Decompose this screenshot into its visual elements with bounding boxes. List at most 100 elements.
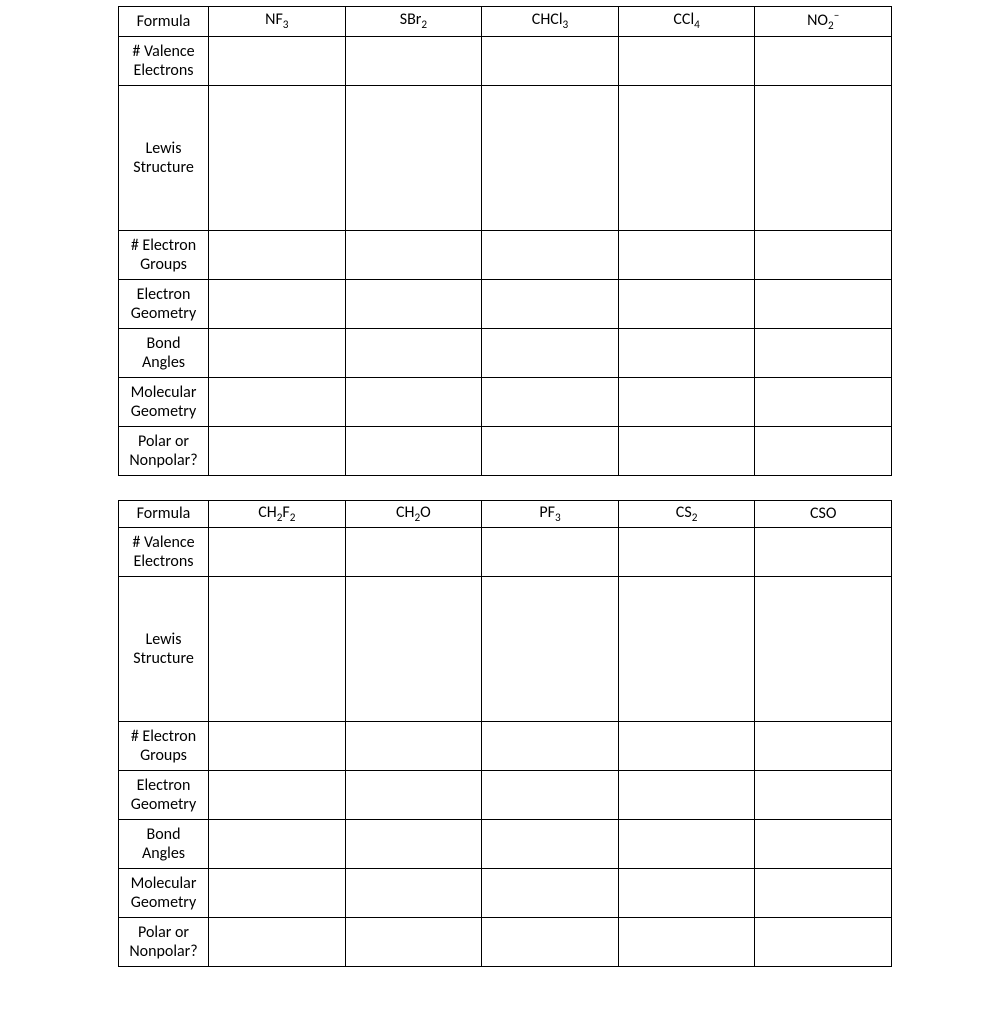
empty-cell xyxy=(755,36,892,85)
empty-cell xyxy=(209,770,346,819)
empty-cell xyxy=(755,85,892,230)
row-polar: Polar orNonpolar? xyxy=(119,426,892,475)
empty-cell xyxy=(345,85,482,230)
rowlabel-egroups: # ElectronGroups xyxy=(119,230,209,279)
rowlabel-mgeom: MolecularGeometry xyxy=(119,868,209,917)
empty-cell xyxy=(755,917,892,966)
rowlabel-lewis: LewisStructure xyxy=(119,85,209,230)
empty-cell xyxy=(482,917,619,966)
row-formula: Formula CH2F2 CH2O PF3 CS2 CSO xyxy=(119,500,892,527)
empty-cell xyxy=(618,770,755,819)
empty-cell xyxy=(618,328,755,377)
empty-cell xyxy=(209,85,346,230)
empty-cell xyxy=(618,819,755,868)
row-valence: # ValenceElectrons xyxy=(119,527,892,576)
molecule-table-1: Formula NF3 SBr2 CHCl3 CCl4 NO2– # Valen… xyxy=(118,6,892,476)
row-mgeom: MolecularGeometry xyxy=(119,868,892,917)
empty-cell xyxy=(618,917,755,966)
empty-cell xyxy=(618,527,755,576)
empty-cell xyxy=(482,770,619,819)
row-formula: Formula NF3 SBr2 CHCl3 CCl4 NO2– xyxy=(119,7,892,37)
empty-cell xyxy=(345,576,482,721)
rowlabel-egeom: ElectronGeometry xyxy=(119,770,209,819)
rowlabel-polar: Polar orNonpolar? xyxy=(119,917,209,966)
formula-cell-4: CSO xyxy=(755,500,892,527)
formula-cell-3: CS2 xyxy=(618,500,755,527)
empty-cell xyxy=(755,576,892,721)
empty-cell xyxy=(209,230,346,279)
empty-cell xyxy=(618,279,755,328)
empty-cell xyxy=(482,230,619,279)
empty-cell xyxy=(618,230,755,279)
row-egeom: ElectronGeometry xyxy=(119,770,892,819)
empty-cell xyxy=(482,721,619,770)
rowlabel-angles: BondAngles xyxy=(119,328,209,377)
empty-cell xyxy=(345,426,482,475)
empty-cell xyxy=(482,527,619,576)
rowlabel-polar: Polar orNonpolar? xyxy=(119,426,209,475)
empty-cell xyxy=(482,819,619,868)
empty-cell xyxy=(482,576,619,721)
row-egroups: # ElectronGroups xyxy=(119,721,892,770)
empty-cell xyxy=(618,721,755,770)
rowlabel-egroups: # ElectronGroups xyxy=(119,721,209,770)
rowlabel-formula: Formula xyxy=(119,500,209,527)
empty-cell xyxy=(755,230,892,279)
rowlabel-formula: Formula xyxy=(119,7,209,37)
empty-cell xyxy=(209,527,346,576)
empty-cell xyxy=(209,917,346,966)
rowlabel-angles: BondAngles xyxy=(119,819,209,868)
empty-cell xyxy=(755,770,892,819)
empty-cell xyxy=(755,426,892,475)
row-egeom: ElectronGeometry xyxy=(119,279,892,328)
formula-cell-4: NO2– xyxy=(755,7,892,37)
empty-cell xyxy=(618,85,755,230)
empty-cell xyxy=(482,868,619,917)
empty-cell xyxy=(482,426,619,475)
empty-cell xyxy=(345,377,482,426)
formula-cell-0: CH2F2 xyxy=(209,500,346,527)
formula-cell-3: CCl4 xyxy=(618,7,755,37)
molecule-table-2: Formula CH2F2 CH2O PF3 CS2 CSO # Valence… xyxy=(118,500,892,967)
empty-cell xyxy=(209,868,346,917)
formula-cell-2: PF3 xyxy=(482,500,619,527)
rowlabel-lewis: LewisStructure xyxy=(119,576,209,721)
empty-cell xyxy=(618,36,755,85)
empty-cell xyxy=(618,576,755,721)
formula-cell-1: CH2O xyxy=(345,500,482,527)
empty-cell xyxy=(755,721,892,770)
rowlabel-valence: # ValenceElectrons xyxy=(119,36,209,85)
empty-cell xyxy=(755,527,892,576)
row-angles: BondAngles xyxy=(119,819,892,868)
row-valence: # ValenceElectrons xyxy=(119,36,892,85)
empty-cell xyxy=(209,279,346,328)
formula-cell-2: CHCl3 xyxy=(482,7,619,37)
worksheet-page: Formula NF3 SBr2 CHCl3 CCl4 NO2– # Valen… xyxy=(0,0,992,1021)
rowlabel-valence: # ValenceElectrons xyxy=(119,527,209,576)
empty-cell xyxy=(755,328,892,377)
empty-cell xyxy=(345,230,482,279)
empty-cell xyxy=(345,721,482,770)
empty-cell xyxy=(345,819,482,868)
row-polar: Polar orNonpolar? xyxy=(119,917,892,966)
empty-cell xyxy=(209,576,346,721)
empty-cell xyxy=(755,819,892,868)
empty-cell xyxy=(755,279,892,328)
empty-cell xyxy=(482,279,619,328)
empty-cell xyxy=(209,36,346,85)
row-lewis: LewisStructure xyxy=(119,85,892,230)
empty-cell xyxy=(755,868,892,917)
empty-cell xyxy=(618,868,755,917)
row-lewis: LewisStructure xyxy=(119,576,892,721)
formula-cell-0: NF3 xyxy=(209,7,346,37)
empty-cell xyxy=(345,527,482,576)
empty-cell xyxy=(209,819,346,868)
empty-cell xyxy=(482,328,619,377)
empty-cell xyxy=(209,377,346,426)
formula-cell-1: SBr2 xyxy=(345,7,482,37)
empty-cell xyxy=(345,917,482,966)
empty-cell xyxy=(482,36,619,85)
empty-cell xyxy=(755,377,892,426)
rowlabel-egeom: ElectronGeometry xyxy=(119,279,209,328)
empty-cell xyxy=(618,426,755,475)
